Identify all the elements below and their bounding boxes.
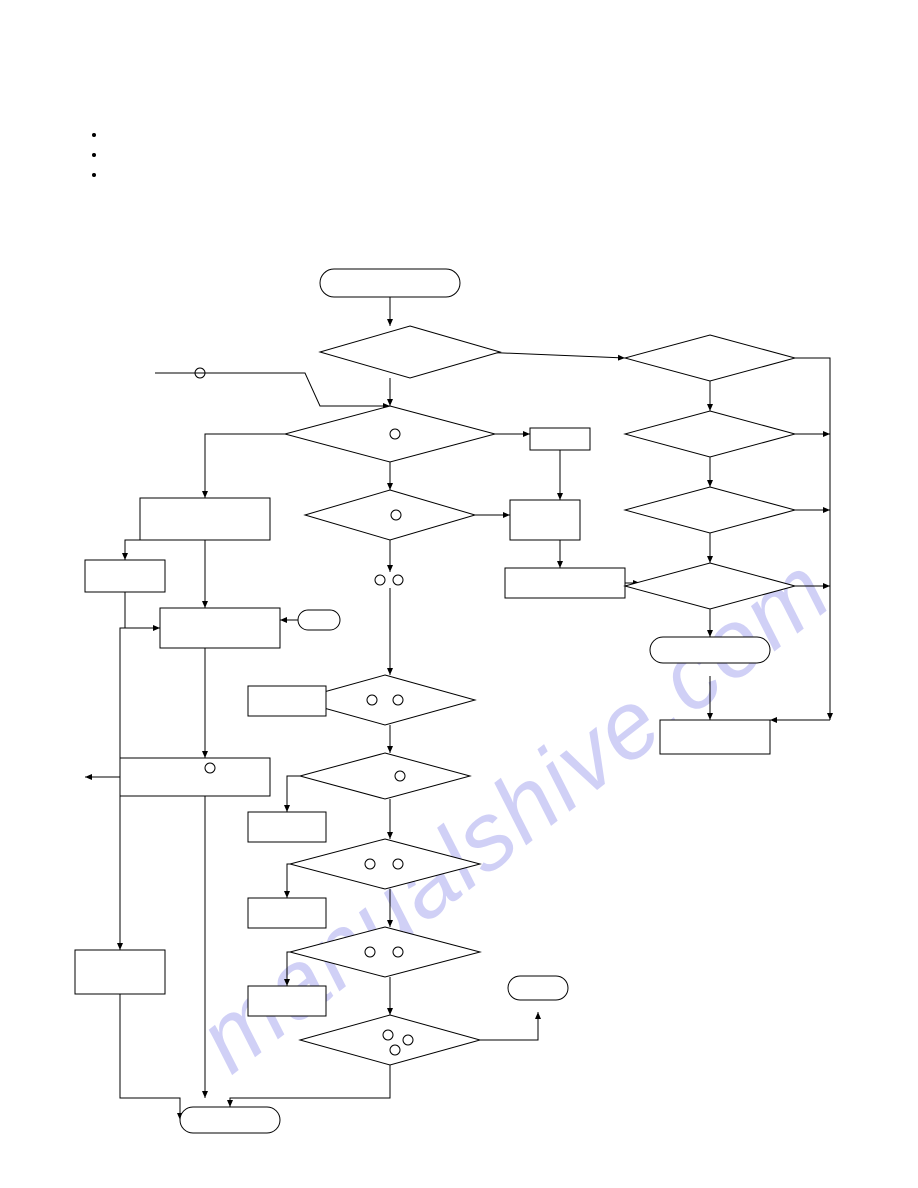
process-p_left3 [120,758,270,796]
terminator-end [180,1107,280,1133]
decision-rd4 [625,563,795,609]
edge-d8-conn_c2 [480,1012,538,1040]
process-p_left1b [85,560,165,592]
process-p_d3_right [510,500,580,540]
edge-p_far_left-end [120,994,180,1120]
process-p_d5_left [248,812,326,842]
edge-p_left1b-p_left2 [125,592,160,628]
process-p_d6_left [248,898,326,928]
decision-d3 [305,490,475,540]
decision-d1 [320,326,500,378]
circle-pair-circ_pair [375,575,403,585]
decision-d5 [300,753,470,799]
edge-d1-rd1 [480,352,625,358]
edge-p_left1-p_left1b [125,540,160,560]
edge-note1_line-d2 [155,373,390,406]
decision-rd2 [625,411,795,457]
edge-d6-p_d6_left [287,864,290,898]
process-p_left2 [160,608,280,648]
terminator-r_term [650,637,770,663]
flowchart-svg [0,0,918,1188]
edge-d7-p_d7_left [287,952,290,986]
decision-d7 [290,927,480,977]
process-p_d4_left [248,686,326,716]
process-p_mid_srt [505,568,625,598]
process-p_left1 [140,498,270,540]
decision-d6 [290,839,480,889]
process-p_d7_left [248,986,326,1016]
edge-d8-end [230,1065,390,1107]
terminator-start [320,269,460,297]
edge-rd1-right_bus [795,358,830,720]
edge-d5-p_d5_left [287,776,300,812]
process-p_d2_right [530,428,590,450]
decision-rd3 [625,487,795,533]
decision-rd1 [625,335,795,381]
process-r_proc [660,720,770,754]
terminator-conn_c2 [508,976,568,1000]
terminator-conn_c1 [298,610,340,630]
edge-d2-p_left1 [205,434,285,498]
process-p_far_left [75,950,165,994]
